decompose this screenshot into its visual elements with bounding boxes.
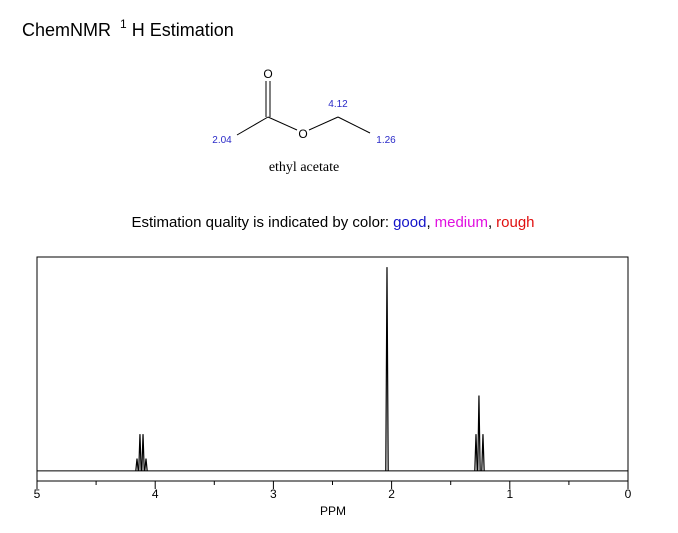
- legend-lead: Estimation quality is indicated by color…: [131, 214, 389, 231]
- x-tick-label: 4: [152, 487, 159, 501]
- bond: [308, 116, 339, 131]
- x-tick-label: 5: [34, 487, 41, 501]
- peak: [474, 434, 478, 471]
- legend: Estimation quality is indicated by color…: [131, 214, 534, 231]
- peak: [135, 458, 139, 471]
- legend-separator: ,: [426, 214, 430, 231]
- x-tick-label: 3: [270, 487, 277, 501]
- peak: [481, 434, 485, 471]
- title: ChemNMR 1 H Estimation: [22, 12, 234, 40]
- x-tick-label: 0: [625, 487, 632, 501]
- bond: [267, 116, 298, 131]
- peak: [141, 434, 145, 471]
- plot-frame: [36, 256, 629, 482]
- atom-label: O: [298, 127, 307, 141]
- title-text: H Estimation: [132, 20, 234, 40]
- bond: [236, 116, 269, 136]
- legend-separator: ,: [488, 214, 492, 231]
- x-tick-label: 1: [506, 487, 513, 501]
- molecule-name: ethyl acetate: [269, 160, 339, 175]
- x-tick-label: 2: [388, 487, 395, 501]
- atom-label: O: [263, 67, 272, 81]
- legend-item: medium: [435, 214, 488, 231]
- peak: [477, 395, 481, 471]
- title-superscript: 1: [120, 17, 127, 31]
- shift-label: 1.26: [376, 135, 396, 146]
- peak: [385, 267, 389, 471]
- peak: [138, 434, 142, 471]
- shift-label: 2.04: [212, 135, 232, 146]
- molecule-bonds: [236, 81, 371, 136]
- legend-item: good: [393, 214, 426, 231]
- bond: [337, 116, 371, 134]
- shift-label: 4.12: [328, 99, 348, 110]
- legend-item: rough: [496, 214, 534, 231]
- peak: [144, 458, 148, 471]
- x-axis-label: PPM: [320, 504, 346, 518]
- title-text: ChemNMR: [22, 20, 111, 40]
